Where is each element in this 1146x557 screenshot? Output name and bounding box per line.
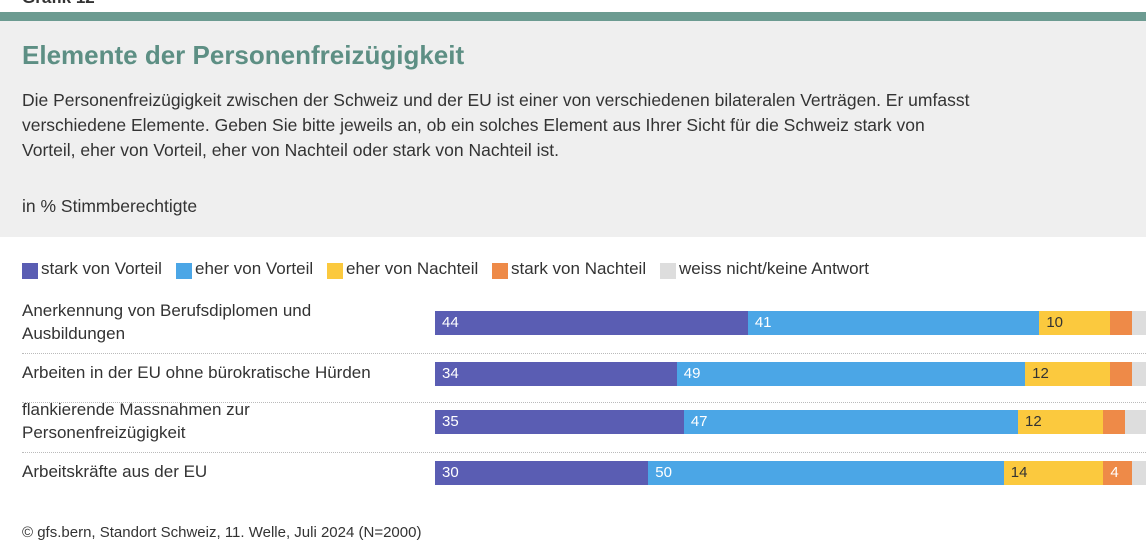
bar-segment [1131,362,1146,386]
category-label: Arbeitskräfte aus der EU [22,462,208,481]
legend-swatch [176,263,192,279]
description-line: verschiedene Elemente. Geben Sie bitte j… [22,115,925,135]
bar-segment [1131,311,1146,335]
description-line: Die Personenfreizügigkeit zwischen der S… [22,90,970,110]
row-separator [22,352,1146,354]
bar-segment [435,410,684,434]
chart-title: Elemente der Personenfreizügigkeit [22,40,465,70]
category-label: Ausbildungen [22,323,126,343]
value-label: 49 [683,365,701,382]
bar-segment [1003,461,1104,485]
value-label: 50 [655,464,672,481]
source: © gfs.bern, Standort Schweiz, 11. Welle,… [22,524,422,541]
bar-segment [1103,410,1125,434]
value-label: 12 [1032,365,1049,382]
bar-segment [435,461,649,485]
legend-label: weiss nicht/keine Antwort [679,259,869,278]
value-label: 44 [442,314,459,331]
value-label: 41 [754,314,772,331]
bar-segment [435,311,748,335]
bar-segment [683,410,1018,434]
figure-number: Grafik 12 [22,0,95,8]
bar-segment [1039,311,1111,335]
legend-label: eher von Vorteil [195,259,314,278]
bar-segment [1131,461,1146,485]
row-separator [22,402,1146,403]
value-label: 14 [1010,464,1028,481]
bar-segment [648,461,1004,485]
bar-segment [1018,410,1104,434]
header-box [0,21,1146,237]
bar-segment [1110,362,1132,386]
description-line: Vorteil, eher von Vorteil, eher von Nach… [22,140,559,160]
bar-segment [1103,461,1132,485]
bar-segment [1110,311,1132,335]
bar-segment [1124,410,1146,434]
category-label: Arbeiten in der EU ohne bürokratische Hü… [22,363,371,382]
legend-label: eher von Nachteil [346,259,479,278]
bar-segment [435,362,677,386]
legend-swatch [327,263,343,279]
value-label: 10 [1046,314,1064,331]
subtitle: in % Stimmberechtigte [22,196,198,216]
value-label: 35 [442,413,459,430]
legend-swatch [660,263,676,279]
bar-segment [747,311,1040,335]
bar-segment [1025,362,1111,386]
category-label: Personenfreizügigkeit [22,422,186,442]
value-label: 12 [1025,413,1042,430]
legend-label: stark von Nachteil [511,259,647,278]
legend-label: stark von Vorteil [41,259,162,278]
bar-segment [676,362,1026,386]
value-label: 34 [442,365,459,382]
value-label: 4 [1110,464,1119,481]
row-separator [22,451,1146,453]
category-label: Anerkennung von Berufsdiplomen und [22,300,312,320]
legend-swatch [492,263,508,279]
legend-swatch [22,263,38,279]
value-label: 47 [690,413,708,430]
category-label: flankierende Massnahmen zur [22,399,250,419]
header-strip [0,12,1146,21]
value-label: 30 [442,464,459,481]
